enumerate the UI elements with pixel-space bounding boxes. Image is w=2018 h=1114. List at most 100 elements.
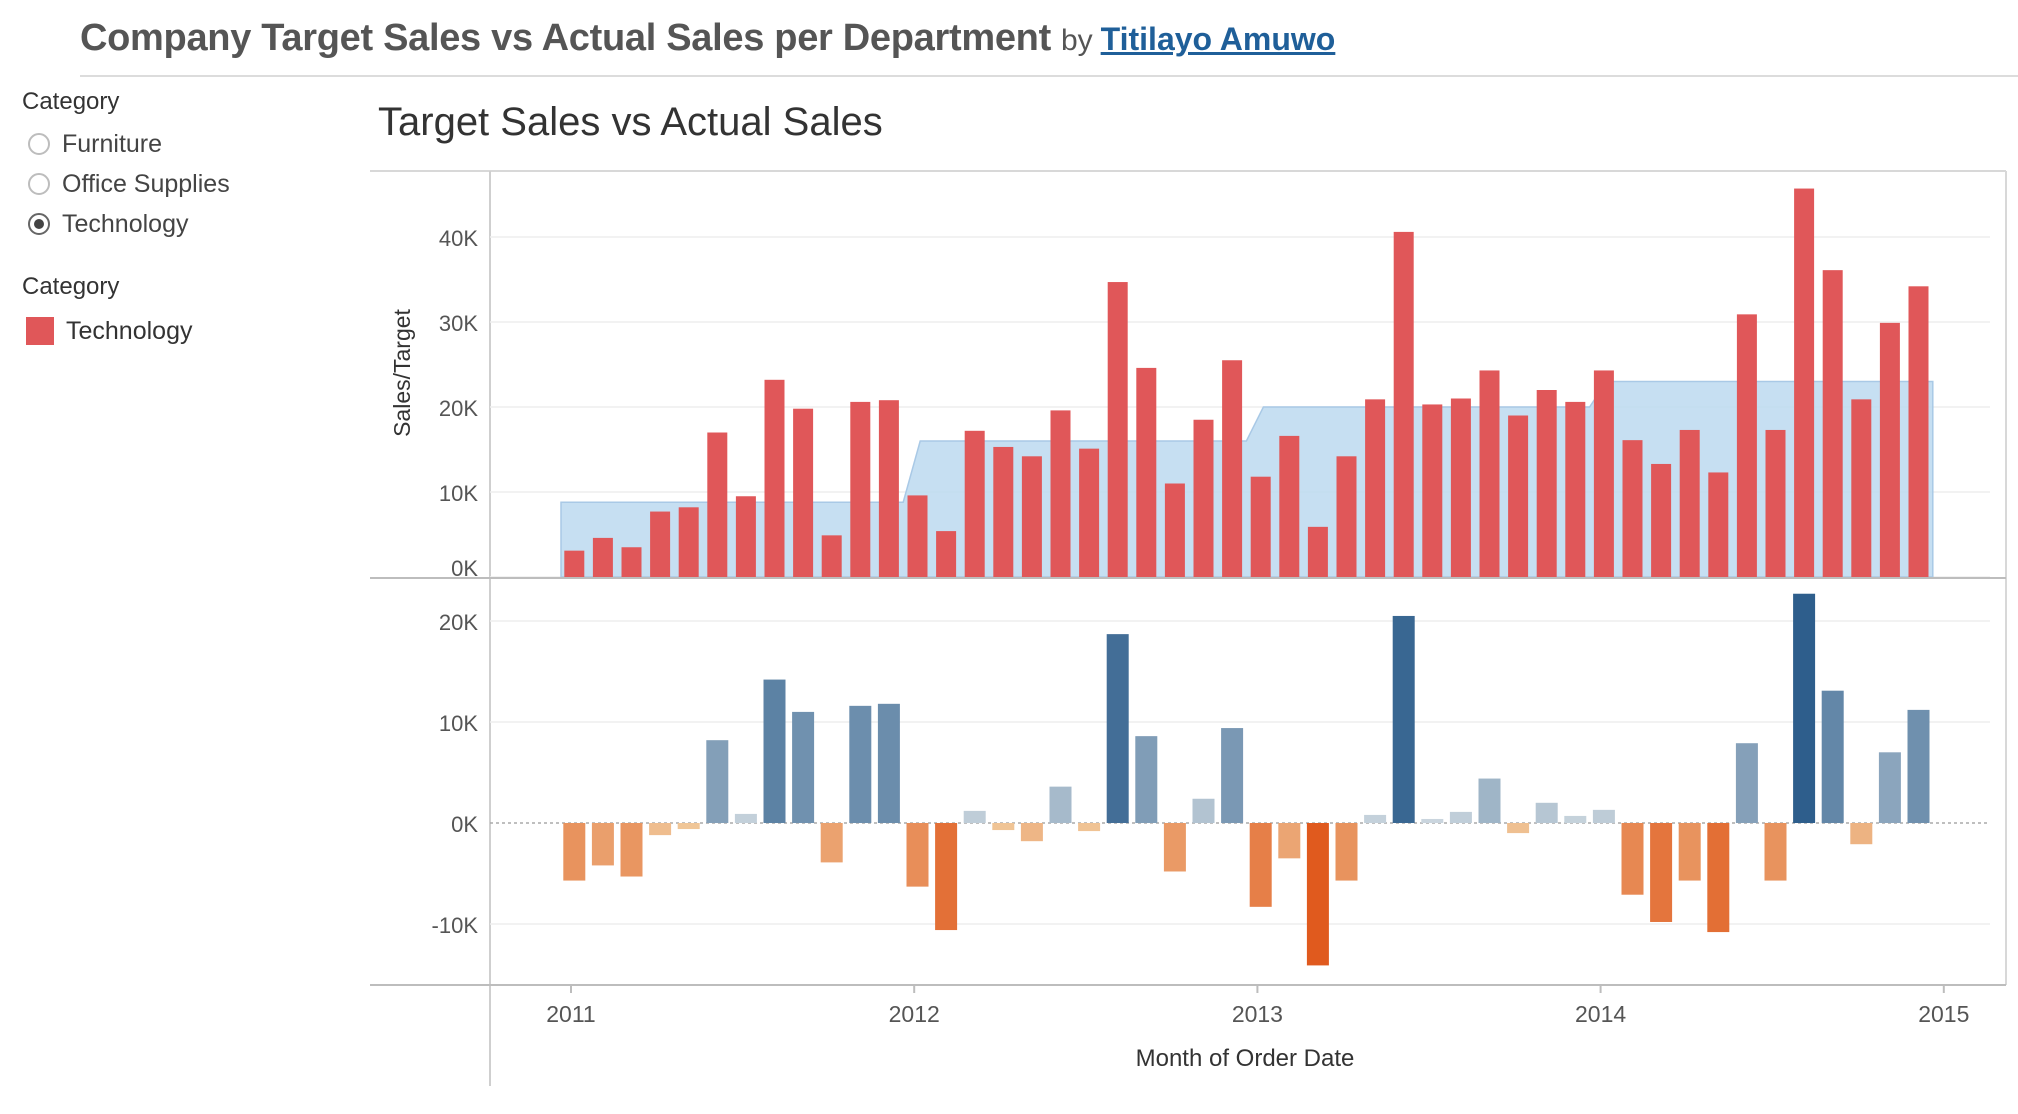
radio-unchecked-icon[interactable] xyxy=(28,133,50,155)
difference-bar xyxy=(1106,634,1129,823)
sales-bar xyxy=(1908,286,1929,577)
sales-bar xyxy=(707,432,728,577)
x-tick-label: 2014 xyxy=(1575,1001,1626,1027)
sales-bar xyxy=(1851,399,1872,577)
difference-bar xyxy=(1221,728,1244,823)
difference-bar xyxy=(1478,778,1501,823)
sales-bar xyxy=(564,550,585,577)
filter-title: Category xyxy=(22,88,120,115)
sales-bar xyxy=(1422,404,1443,577)
sales-bar xyxy=(1250,476,1271,577)
sales-bar xyxy=(1736,314,1757,577)
sales-bar xyxy=(821,535,842,577)
difference-bar xyxy=(849,705,872,823)
sales-bar xyxy=(1079,448,1100,577)
title-divider xyxy=(80,75,2018,77)
sales-bar xyxy=(1622,440,1643,577)
sales-bar xyxy=(1565,401,1586,577)
difference-bar xyxy=(1364,814,1387,823)
y-tick-label: 40K xyxy=(439,226,478,251)
chart-title: Target Sales vs Actual Sales xyxy=(378,100,883,144)
difference-bar xyxy=(792,711,815,823)
sales-bar xyxy=(878,400,899,577)
difference-bar xyxy=(1421,818,1444,823)
dashboard-title: Company Target Sales vs Actual Sales per… xyxy=(80,6,1335,70)
y-tick-label: -10K xyxy=(432,913,479,938)
y-tick-label: 10K xyxy=(439,711,478,736)
dashboard-title-text: Company Target Sales vs Actual Sales per… xyxy=(80,17,1051,59)
sales-bar xyxy=(1479,370,1500,577)
y-tick-label: 20K xyxy=(439,610,478,635)
difference-bar xyxy=(1650,823,1673,922)
difference-bar xyxy=(1192,798,1215,823)
filter-option-furniture[interactable]: Furniture xyxy=(28,126,162,162)
difference-bar xyxy=(1049,786,1072,823)
sales-bar xyxy=(621,547,642,577)
sales-bar xyxy=(1679,429,1700,577)
difference-bar xyxy=(1564,815,1587,823)
sales-bar xyxy=(1222,360,1243,577)
x-tick-label: 2013 xyxy=(1232,1001,1283,1027)
x-axis-title: Month of Order Date xyxy=(1136,1045,1355,1072)
difference-bar xyxy=(763,679,786,823)
sales-bar xyxy=(850,401,871,577)
difference-bar xyxy=(1535,802,1558,823)
difference-bar xyxy=(906,823,929,887)
difference-bar xyxy=(1335,823,1358,881)
x-tick-label: 2011 xyxy=(546,1001,595,1027)
difference-bar xyxy=(820,823,843,863)
sales-bar xyxy=(1164,483,1185,577)
sales-bar xyxy=(1393,231,1414,577)
filter-option-label: Furniture xyxy=(62,129,163,158)
sales-bar xyxy=(1765,429,1786,577)
legend-title: Category xyxy=(22,273,120,300)
filter-option-office-supplies[interactable]: Office Supplies xyxy=(28,166,230,202)
difference-bar xyxy=(935,823,958,931)
sales-bar xyxy=(1050,410,1071,577)
difference-bar xyxy=(734,813,757,823)
sales-bar xyxy=(1879,322,1900,577)
difference-bar xyxy=(1878,752,1901,823)
radio-unchecked-icon[interactable] xyxy=(28,173,50,195)
difference-bar xyxy=(1850,823,1873,845)
difference-bar xyxy=(1449,811,1472,823)
difference-bar xyxy=(1135,736,1158,823)
legend-swatch xyxy=(26,317,54,345)
difference-bar xyxy=(1821,690,1844,823)
difference-bar xyxy=(591,823,614,866)
difference-bar xyxy=(1678,823,1701,881)
difference-bar xyxy=(1735,743,1758,823)
x-tick-label: 2012 xyxy=(889,1001,940,1027)
sales-bar xyxy=(1279,435,1300,577)
filter-option-technology[interactable]: Technology xyxy=(28,206,188,242)
difference-bar xyxy=(992,823,1015,831)
difference-bar xyxy=(1507,823,1530,834)
sales-bar xyxy=(793,408,814,577)
sales-bar xyxy=(1307,526,1328,577)
y-tick-label: 30K xyxy=(439,311,478,336)
sales-bar xyxy=(907,495,928,577)
difference-bar xyxy=(677,823,700,830)
sales-bar xyxy=(964,430,985,577)
byline: by xyxy=(1060,24,1093,57)
author-link[interactable]: Titilayo Amuwo xyxy=(1100,21,1336,57)
y-tick-label: 10K xyxy=(439,481,478,506)
target-area xyxy=(560,380,1934,578)
difference-bar xyxy=(706,740,729,823)
legend-item-technology[interactable]: Technology xyxy=(26,313,192,349)
sales-bar xyxy=(1193,419,1214,577)
y-tick-label: 20K xyxy=(439,396,478,421)
sales-bar xyxy=(1336,456,1357,577)
difference-bar xyxy=(1020,823,1043,842)
sales-bar xyxy=(1593,370,1614,577)
sales-bar xyxy=(993,446,1014,577)
sales-bar xyxy=(1794,188,1815,578)
difference-bar xyxy=(1249,823,1272,907)
difference-bar xyxy=(563,823,586,881)
filter-option-label: Technology xyxy=(62,209,189,238)
radio-checked-icon[interactable] xyxy=(28,213,50,235)
sales-bar xyxy=(735,496,756,577)
sales-bar xyxy=(1107,282,1128,577)
sales-bar xyxy=(650,511,671,577)
difference-bar xyxy=(1392,615,1415,823)
